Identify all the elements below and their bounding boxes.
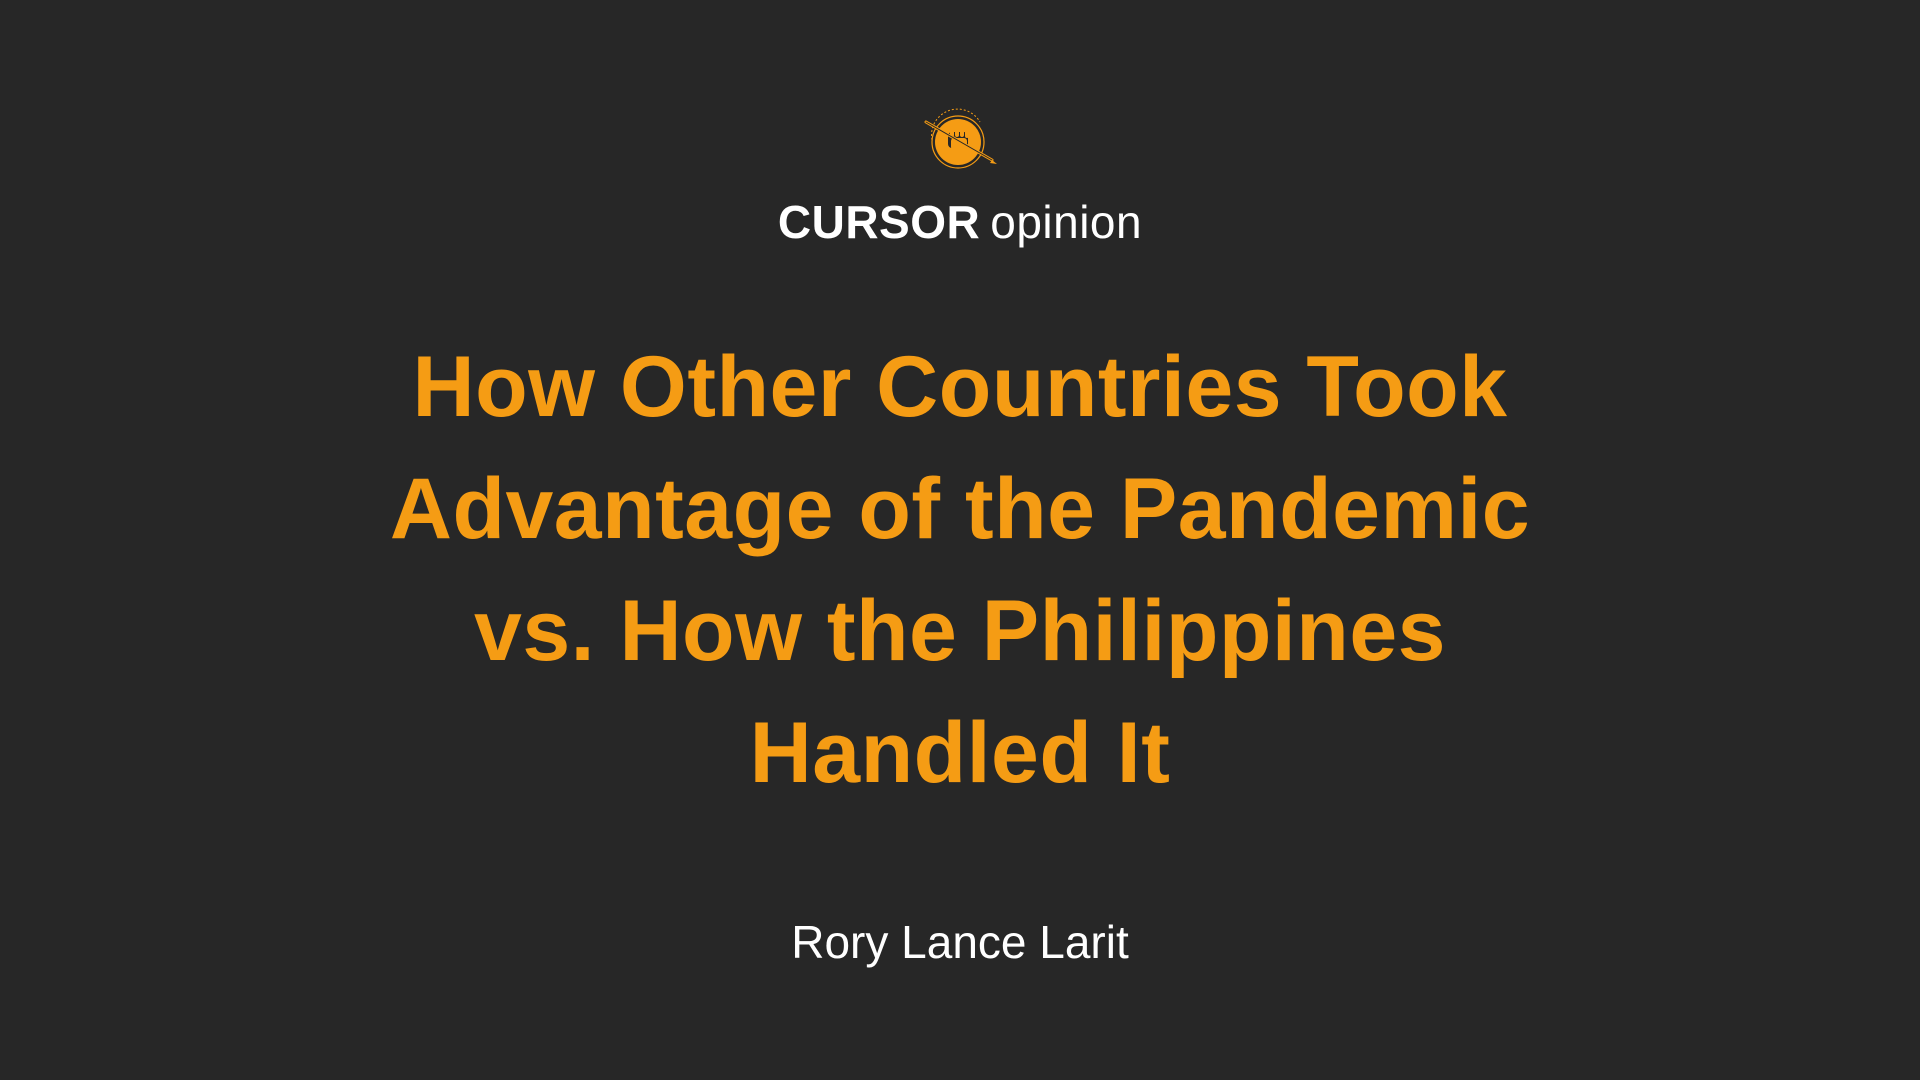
headline-line: Handled It: [749, 705, 1171, 801]
publication-brand: CURSOR opinion: [0, 194, 1920, 250]
headline-line: How Other Countries Took: [412, 339, 1508, 435]
brand-section: opinion: [990, 196, 1143, 248]
fist-pen-logo-icon: [924, 108, 997, 169]
author-name: Rory Lance Larit: [791, 916, 1129, 968]
headline-line: vs. How the Philippines: [474, 583, 1446, 679]
headline-line: Advantage of the Pandemic: [389, 461, 1531, 557]
brand-name: CURSOR: [777, 196, 981, 248]
article-headline: How Other Countries Took Advantage of th…: [260, 326, 1660, 814]
